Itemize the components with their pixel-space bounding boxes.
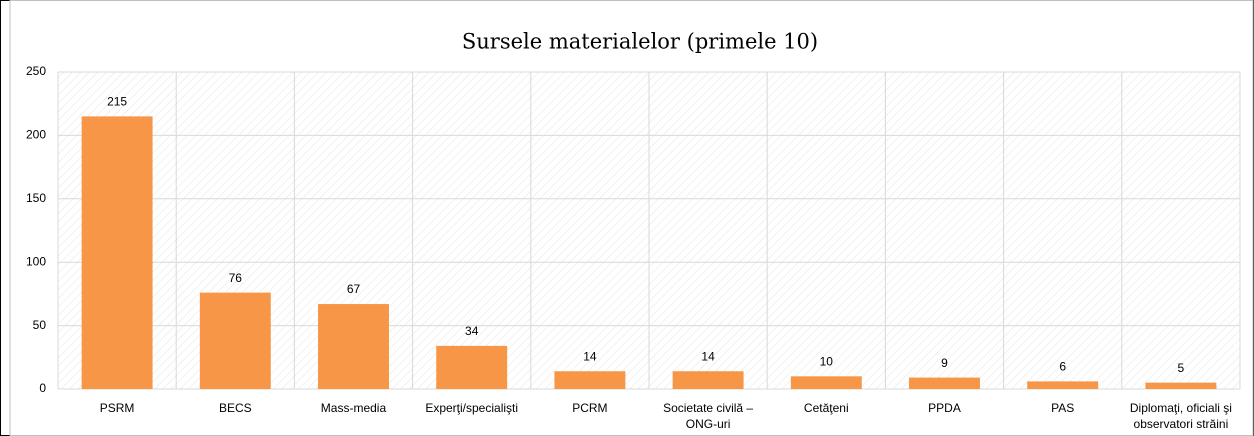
x-tick-label: PAS [1051,401,1075,415]
data-label: 67 [347,282,361,296]
data-label: 9 [941,356,948,370]
bar [1145,382,1217,389]
x-tick-label: Diplomaţi, oficiali şi observatori străi… [1129,401,1232,431]
data-label: 215 [107,95,127,109]
x-tick-label: PSRM [99,401,135,415]
data-label: 14 [701,349,715,363]
chart-title: Sursele materialelor (primele 10) [462,30,818,54]
bar [1027,381,1099,389]
data-label: 6 [1059,360,1066,374]
y-tick-label: 150 [26,191,46,205]
bar [318,304,389,389]
x-tick-label: Cetăţeni [803,401,849,415]
bar [199,292,271,389]
bar [436,345,508,389]
y-tick-label: 0 [39,381,46,395]
x-tick-label: Societate civilă – ONG-uri [663,401,754,431]
bar [790,376,862,389]
x-tick-label: Experţi/specialişti [425,401,519,415]
y-tick-label: 200 [26,128,46,142]
y-tick-label: 250 [26,64,46,78]
x-tick-label: Mass-media [320,401,387,415]
x-tick-label: BECS [218,401,252,415]
bar [81,116,153,389]
data-label: 10 [820,354,834,368]
y-tick-label: 50 [33,318,47,332]
bar [672,371,744,389]
y-tick-label: 100 [26,254,46,268]
data-label: 5 [1178,361,1185,375]
data-label: 14 [583,349,597,363]
bar [554,371,626,389]
x-tick-label: PPDA [928,401,961,415]
data-label: 76 [229,271,243,285]
data-label: 34 [465,324,479,338]
bar [909,377,980,389]
x-tick-label: PCRM [572,401,608,415]
